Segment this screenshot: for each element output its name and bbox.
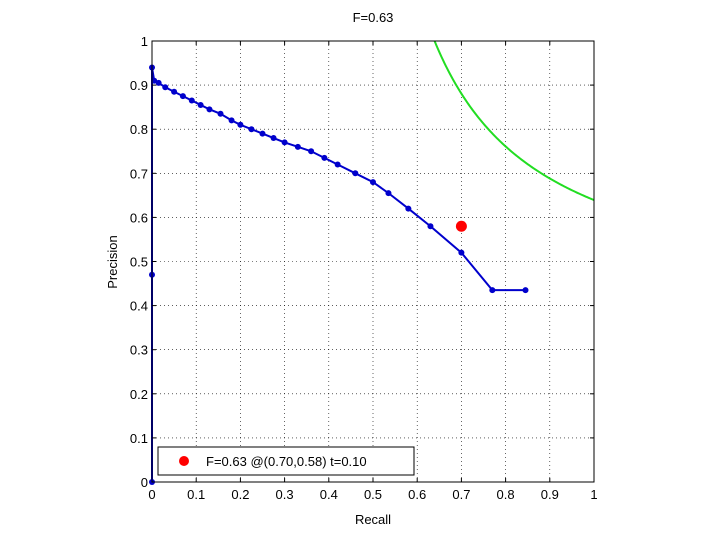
pr-curve-point <box>228 117 235 124</box>
x-tick-label: 0.2 <box>231 487 249 502</box>
legend-text: F=0.63 @(0.70,0.58) t=0.10 <box>206 454 367 469</box>
ticks: 0 0.1 0.2 0.3 0.4 0.5 0.6 0.7 0.8 0.9 1 0 0.1 0.2 0.3 0… <box>130 34 598 502</box>
legend-box <box>157 446 415 476</box>
pr-curve-point <box>188 97 195 104</box>
pr-curve-point <box>237 121 244 128</box>
legend-marker <box>179 456 189 466</box>
pr-curve-point <box>385 190 392 197</box>
x-tick-label: 0.5 <box>364 487 382 502</box>
y-tick-label: 0.8 <box>130 122 148 137</box>
pr-curve-point <box>179 93 186 100</box>
pr-curve-point <box>458 249 465 256</box>
x-tick-label: 0.9 <box>541 487 559 502</box>
y-tick-label: 1 <box>141 34 148 49</box>
y-tick-label: 0.7 <box>130 166 148 181</box>
x-tick-label: 0.3 <box>276 487 294 502</box>
pr-curve-point <box>405 205 412 212</box>
chart-title: F=0.63 <box>353 10 394 25</box>
pr-curve-point <box>308 148 315 155</box>
x-tick-label: 0.7 <box>452 487 470 502</box>
y-tick-label: 0.2 <box>130 387 148 402</box>
y-tick-label: 0.5 <box>130 255 148 270</box>
pr-curve-point <box>427 223 434 230</box>
pr-curve-point <box>217 110 224 117</box>
x-tick-label: 0.6 <box>408 487 426 502</box>
data-layer <box>149 41 594 485</box>
pr-curve-point <box>270 135 277 142</box>
x-tick-label: 0 <box>148 487 155 502</box>
pr-curve-point <box>151 77 158 84</box>
iso-f-curve <box>433 41 594 201</box>
grid <box>152 41 594 482</box>
y-tick-label: 0.6 <box>130 210 148 225</box>
pr-curve-point <box>294 143 301 150</box>
y-tick-label: 0.9 <box>130 78 148 93</box>
pr-curve-point <box>155 79 162 86</box>
pr-curve-point <box>522 287 529 294</box>
pr-curve-point <box>197 101 204 108</box>
pr-curve-point <box>489 287 496 294</box>
x-axis-label: Recall <box>355 512 391 527</box>
pr-curve-point <box>248 126 255 133</box>
pr-curve-point <box>206 106 213 113</box>
pr-curve-point <box>259 130 266 137</box>
best-f-point <box>455 220 467 232</box>
y-tick-label: 0.1 <box>130 431 148 446</box>
y-axis-label: Precision <box>105 235 120 288</box>
y-tick-label: 0.3 <box>130 343 148 358</box>
x-tick-label: 0.8 <box>497 487 515 502</box>
pr-curve-point <box>370 179 376 186</box>
pr-curve-point <box>321 154 328 161</box>
x-tick-label: 0.1 <box>187 487 205 502</box>
pr-curve-point <box>162 84 169 91</box>
x-tick-label: 1 <box>590 487 597 502</box>
x-tick-label: 0.4 <box>320 487 338 502</box>
y-tick-label: 0 <box>141 475 148 490</box>
pr-curve-point <box>281 139 288 146</box>
pr-curve-point <box>334 161 341 168</box>
y-tick-label: 0.4 <box>130 299 148 314</box>
legend: F=0.63 @(0.70,0.58) t=0.10 <box>157 446 415 476</box>
pr-curve-point <box>171 88 178 95</box>
pr-curve-point <box>352 170 359 177</box>
